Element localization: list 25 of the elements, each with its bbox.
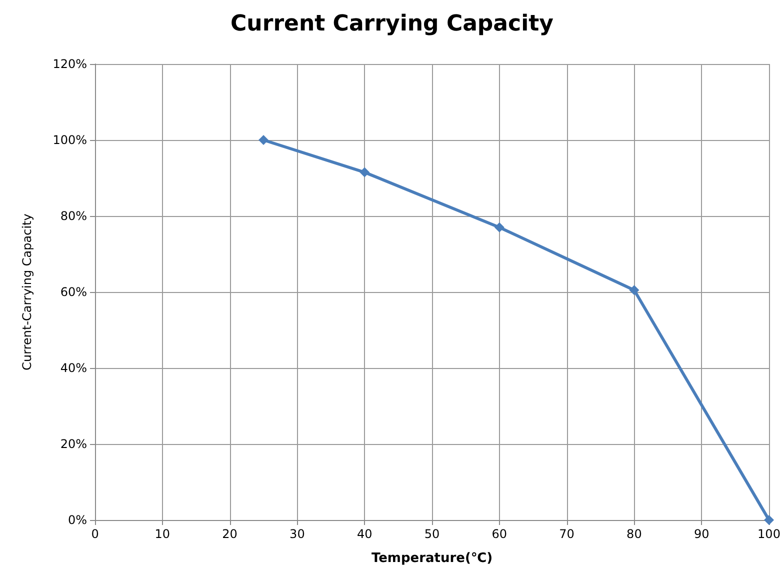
- x-tick-label: 100: [758, 527, 780, 541]
- y-tick-label: 80%: [60, 209, 87, 223]
- point: [494, 222, 504, 232]
- x-tick-label: 20: [222, 527, 238, 541]
- point: [360, 167, 370, 178]
- chart-title: Current Carrying Capacity: [230, 12, 554, 36]
- x-tick-label: 0: [91, 527, 99, 541]
- x-tick-label: 40: [356, 527, 372, 541]
- x-tick-label: 90: [694, 527, 710, 541]
- y-tick-label: 20%: [60, 437, 87, 451]
- x-tick-label: 30: [290, 527, 305, 541]
- x-tick-label: 70: [559, 527, 574, 541]
- y-tick-label: 40%: [60, 361, 87, 375]
- y-tick-label: 120%: [52, 57, 87, 71]
- y-axis-title: Current-Carrying Capacity: [20, 214, 34, 370]
- point: [258, 135, 268, 145]
- x-tick-label: 10: [154, 527, 170, 541]
- point: [629, 285, 640, 296]
- y-tick-label: 100%: [52, 133, 87, 147]
- x-tick-label: 50: [424, 527, 440, 541]
- y-tick-label: 60%: [60, 285, 87, 299]
- x-axis-title: Temperature(℃): [371, 551, 493, 566]
- y-tick-label: 0%: [68, 513, 87, 527]
- x-tick-label: 60: [492, 527, 508, 541]
- x-tick-label: 80: [626, 527, 642, 541]
